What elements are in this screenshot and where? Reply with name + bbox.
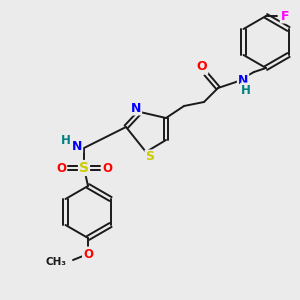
Text: O: O: [102, 161, 112, 175]
Text: S: S: [79, 161, 89, 175]
Text: O: O: [83, 248, 93, 260]
Text: CH₃: CH₃: [45, 257, 66, 267]
Text: H: H: [241, 83, 251, 97]
Text: N: N: [72, 140, 82, 152]
Text: N: N: [238, 74, 248, 86]
Text: N: N: [131, 101, 141, 115]
Text: H: H: [61, 134, 71, 146]
Text: S: S: [146, 151, 154, 164]
Text: O: O: [56, 161, 66, 175]
Text: F: F: [281, 10, 289, 22]
Text: O: O: [197, 61, 207, 74]
